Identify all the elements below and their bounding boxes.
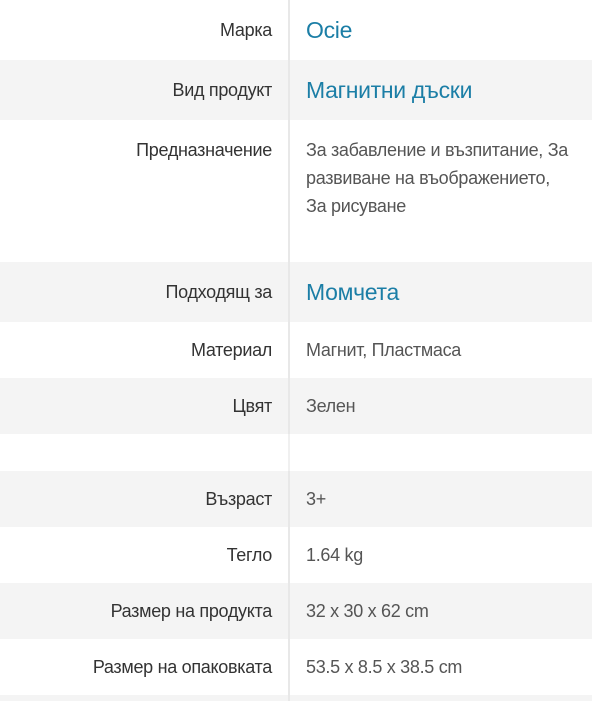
spec-label (0, 695, 290, 701)
spec-label: Подходящ за (0, 262, 290, 322)
product-type-link[interactable]: Магнитни дъски (306, 77, 473, 103)
spec-label: Марка (0, 0, 290, 60)
spec-label: Предназначение (0, 120, 290, 262)
spec-row-age: Възраст 3+ (0, 471, 592, 527)
spec-label: Размер на продукта (0, 583, 290, 639)
spec-row-product-type: Вид продукт Магнитни дъски (0, 60, 592, 120)
suitable-for-link[interactable]: Момчета (306, 279, 399, 305)
spec-value (290, 695, 592, 701)
spec-label: Вид продукт (0, 60, 290, 120)
spec-value: Зелен (306, 396, 356, 416)
spec-value: За забавление и възпитание, За развиване… (306, 140, 568, 216)
spec-row-weight: Тегло 1.64 kg (0, 527, 592, 583)
spec-label: Цвят (0, 378, 290, 434)
spec-value: 3+ (306, 489, 326, 509)
spec-label: Размер на опаковката (0, 639, 290, 695)
spec-value: 32 x 30 x 62 cm (306, 601, 429, 621)
spec-row-next (0, 695, 592, 701)
brand-link[interactable]: Ocie (306, 17, 353, 43)
spec-row-package-size: Размер на опаковката 53.5 x 8.5 x 38.5 c… (0, 639, 592, 695)
spec-row-product-size: Размер на продукта 32 x 30 x 62 cm (0, 583, 592, 639)
spec-value: 53.5 x 8.5 x 38.5 cm (306, 657, 463, 677)
product-specs-table: Марка Ocie Вид продукт Магнитни дъски Пр… (0, 0, 592, 701)
separator-cell (290, 434, 592, 471)
spec-row-purpose: Предназначение За забавление и възпитани… (0, 120, 592, 262)
spec-row-suitable-for: Подходящ за Момчета (0, 262, 592, 322)
spec-value: Магнит, Пластмаса (306, 340, 462, 360)
group-separator (0, 434, 592, 471)
spec-label: Тегло (0, 527, 290, 583)
spec-row-brand: Марка Ocie (0, 0, 592, 60)
spec-value: 1.64 kg (306, 545, 363, 565)
spec-row-color: Цвят Зелен (0, 378, 592, 434)
spec-label: Материал (0, 322, 290, 378)
separator-cell (0, 434, 290, 471)
spec-row-material: Материал Магнит, Пластмаса (0, 322, 592, 378)
spec-label: Възраст (0, 471, 290, 527)
